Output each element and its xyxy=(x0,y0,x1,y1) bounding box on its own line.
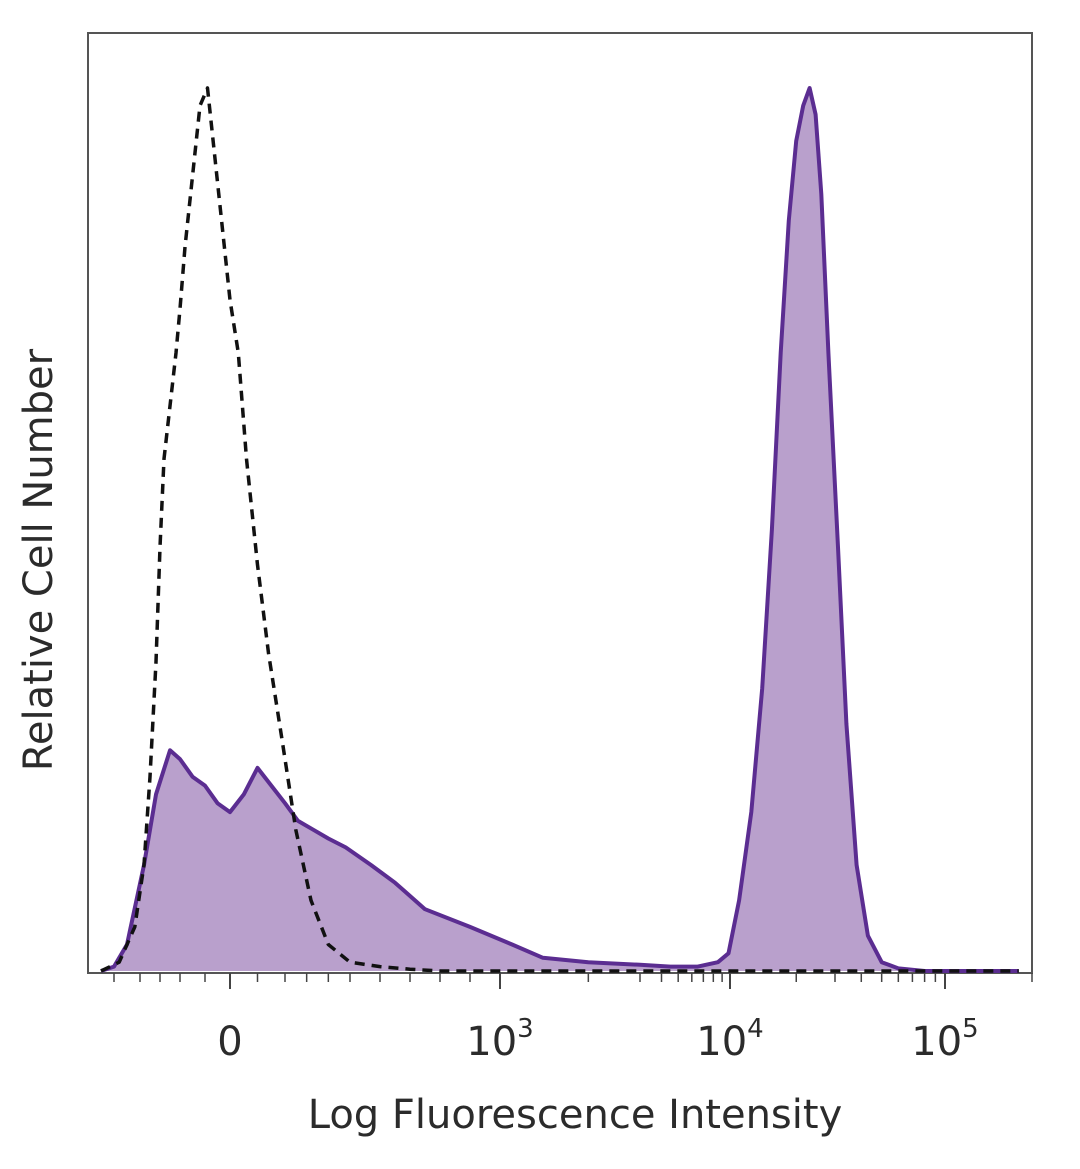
stained-histogram-line xyxy=(100,86,1019,973)
x-tick-label: 105 xyxy=(911,1014,978,1065)
tick-labels: 0 103 104 105 xyxy=(217,1014,978,1065)
x-axis-title: Log Fluorescence Intensity xyxy=(308,1092,843,1138)
stained-histogram-fill xyxy=(101,88,1019,971)
x-tick-label: 103 xyxy=(466,1014,533,1065)
x-tick-label: 104 xyxy=(696,1014,763,1065)
minor-ticks xyxy=(113,973,1033,982)
major-ticks xyxy=(229,973,946,989)
series-layer xyxy=(100,86,1019,973)
x-tick-label: 0 xyxy=(217,1019,242,1065)
y-axis-title: Relative Cell Number xyxy=(16,348,62,771)
control-histogram-line xyxy=(100,86,1019,973)
